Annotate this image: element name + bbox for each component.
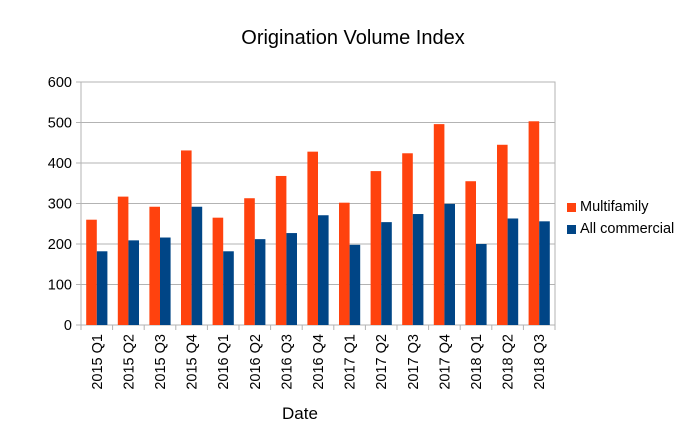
legend-item-all-commercial: All commercial	[567, 219, 674, 239]
y-tick-label: 400	[48, 156, 72, 172]
x-axis: 2015 Q1 2015 Q2 2015 Q3 2015 Q4 2016 Q1 2016 …	[80, 325, 556, 390]
bar-all-commercial	[349, 244, 361, 325]
y-axis: 0 100 200 300 400 500 600	[48, 75, 72, 334]
x-tick-label: 2018 Q3	[532, 334, 548, 390]
bar-multifamily	[465, 181, 476, 325]
bar-all-commercial	[128, 240, 139, 325]
bar-multifamily	[181, 150, 192, 325]
bar-multifamily	[339, 202, 350, 325]
bar-multifamily	[307, 151, 318, 325]
x-tick-label: 2016 Q4	[311, 334, 327, 390]
chart-title: Origination Volume Index	[241, 27, 464, 49]
x-tick-label: 2016 Q2	[248, 334, 264, 390]
bars	[86, 121, 550, 326]
bar-multifamily	[86, 219, 97, 325]
y-tick-label: 600	[48, 75, 72, 91]
y-tick-label: 200	[48, 237, 72, 253]
bar-all-commercial	[286, 233, 297, 325]
bar-all-commercial	[381, 222, 392, 325]
bar-all-commercial	[412, 214, 424, 325]
bar-all-commercial	[476, 244, 487, 325]
bar-multifamily	[275, 175, 287, 325]
bar-all-commercial	[254, 239, 266, 325]
y-tick-label: 500	[48, 116, 72, 132]
legend-swatch-multifamily	[567, 202, 576, 212]
bar-multifamily	[212, 217, 224, 325]
bar-multifamily	[117, 196, 129, 325]
x-tick-label: 2017 Q4	[437, 334, 453, 390]
x-axis-label: Date	[282, 404, 318, 423]
y-tick-label: 0	[64, 318, 72, 334]
bar-all-commercial	[96, 251, 108, 325]
legend-label-multifamily: Multifamily	[580, 199, 649, 215]
x-tick-label: 2015 Q3	[153, 334, 169, 390]
bar-multifamily	[244, 198, 255, 325]
x-tick-label: 2015 Q1	[90, 334, 106, 390]
y-tick-label: 300	[48, 197, 72, 213]
bar-multifamily	[433, 124, 445, 326]
bar-all-commercial	[191, 206, 203, 325]
bar-multifamily	[370, 171, 382, 325]
x-tick-label: 2018 Q2	[501, 334, 517, 390]
bar-multifamily	[402, 153, 413, 325]
legend-swatch-all-commercial	[567, 224, 576, 234]
bar-all-commercial	[444, 203, 455, 325]
bar-all-commercial	[160, 237, 171, 325]
bar-all-commercial	[223, 251, 234, 325]
x-tick-label: 2016 Q3	[279, 334, 295, 390]
x-tick-label: 2017 Q1	[343, 334, 359, 390]
bar-all-commercial	[318, 215, 329, 325]
bar-all-commercial	[507, 218, 519, 325]
x-tick-label: 2015 Q4	[185, 334, 201, 390]
x-tick-label: 2017 Q2	[374, 334, 390, 390]
bar-all-commercial	[539, 221, 550, 325]
x-tick-label: 2018 Q1	[469, 334, 485, 390]
x-tick-label: 2017 Q3	[406, 334, 422, 390]
legend-label-all-commercial: All commercial	[580, 221, 675, 237]
bar-multifamily	[497, 144, 508, 325]
bar-multifamily	[528, 121, 540, 325]
bar-multifamily	[149, 206, 160, 325]
legend: Multifamily All commercial	[567, 197, 674, 241]
legend-item-multifamily: Multifamily	[567, 197, 674, 217]
x-tick-label: 2015 Q2	[121, 334, 137, 390]
x-tick-label: 2016 Q1	[216, 334, 232, 390]
y-tick-label: 100	[48, 278, 72, 294]
